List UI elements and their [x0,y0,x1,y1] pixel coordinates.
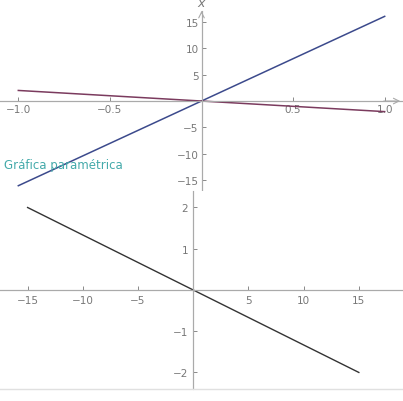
Text: x: x [198,0,205,10]
Text: Gráfica paramétrica: Gráfica paramétrica [4,159,123,172]
